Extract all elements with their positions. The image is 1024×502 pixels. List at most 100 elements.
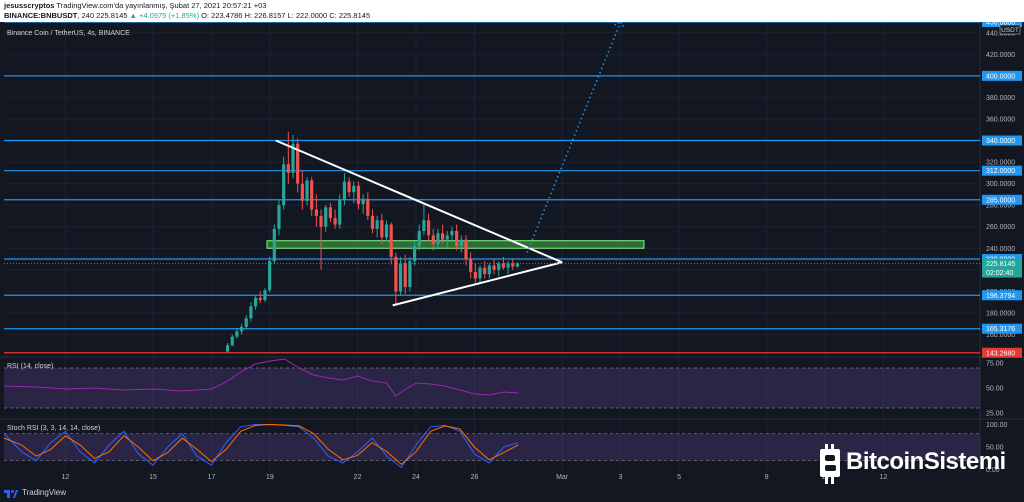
candle [492,265,496,270]
candle [268,261,272,291]
candle [263,290,267,300]
author-name[interactable]: jesusscryptos [4,1,55,10]
candle [459,239,463,247]
candle [398,263,403,292]
rsi-band-fill [4,368,980,408]
candle [296,143,300,184]
stoch-rsi-y-tick-label: 100.00 [986,422,1008,429]
x-tick-label: 12 [880,474,888,481]
candle [342,181,347,200]
candle [436,233,440,244]
watermark-text: BitcoinSistemi [846,448,1006,475]
y-tick-label: 240.0000 [986,246,1015,253]
rsi-pane-title: RSI (14, close) [7,363,54,370]
stoch-rsi-y-tick-label: 50.00 [986,445,1004,452]
x-tick-label: 22 [354,474,362,481]
level-price-text: 400.0000 [986,73,1015,80]
x-tick-label: 12 [61,474,69,481]
level-price-label [982,347,1022,358]
candle [300,183,304,201]
candle [487,265,491,275]
candle [394,256,398,292]
rsi-series-line [3,358,519,397]
candle [328,207,333,219]
level-price-label [982,70,1022,81]
x-tick-label: 15 [149,474,157,481]
level-price-label [982,22,1022,27]
tradingview-logo-icon [4,490,18,498]
ohlc-close: C: 225.8145 [329,11,371,20]
candle [384,224,389,238]
candle [333,218,337,225]
candle [235,331,239,337]
price-change: ▲ +4.0975 (+1.85%) [129,11,200,20]
ohlc-low: L: 222.0000 [287,11,328,20]
x-tick-label: 3 [619,474,623,481]
level-price-text: 285.0000 [986,197,1015,204]
last-price-text: 225.8145 [986,261,1015,268]
candle [450,231,454,236]
candle [282,164,286,206]
candle [286,164,290,173]
candle [426,220,431,236]
candle [352,185,356,193]
level-price-label [982,290,1022,301]
tradingview-brand[interactable]: TradingView [22,488,67,497]
rsi-y-tick-label: 50.00 [986,386,1004,393]
candle [464,239,468,260]
x-tick-label: 19 [266,474,274,481]
candle [324,207,328,227]
candle [347,181,351,193]
candle [272,228,276,262]
candle [445,235,449,240]
candle [305,180,309,201]
stoch-rsi-band-fill [4,433,980,461]
x-tick-label: 8 [765,474,769,481]
projection-line [526,22,622,253]
candle [431,235,435,244]
y-tick-label: 260.0000 [986,224,1015,231]
candle [473,271,477,279]
candle [408,261,412,288]
x-tick-label: Mar [556,474,569,481]
candle [225,345,230,352]
candle [455,231,459,247]
x-tick-label: 24 [412,474,420,481]
candle [417,231,421,247]
x-tick-label: 26 [471,474,479,481]
candle [469,259,473,272]
candle [497,263,501,270]
candle [249,306,253,319]
candle [291,143,295,173]
candle [422,220,426,232]
candle [366,198,370,216]
candle [506,263,510,268]
chart-canvas[interactable]: 12151719222426Mar3581012160.0000180.0000… [0,22,1024,486]
projection-arrow [614,22,626,29]
bitcoin-logo-icon [820,444,840,484]
candle [253,297,258,307]
symbol-name: BINANCE:BNBUSDT [4,11,78,20]
triangle-trendline [392,261,563,307]
bottom-bar [0,486,1024,502]
level-price-text: 143.2680 [986,350,1015,357]
rsi-y-tick-label: 25.00 [986,411,1004,418]
candle [403,263,407,288]
candle [338,199,342,225]
candle [310,180,314,210]
level-price-label [982,135,1022,146]
ohlc-high: H: 226.8157 [244,11,286,20]
currency-label: USDT [1001,27,1019,34]
x-tick-label: 5 [677,474,681,481]
level-price-text: 450.0000 [986,22,1015,27]
last-price-header: 225.8145 [96,11,128,20]
candle [389,224,393,257]
candle [277,205,281,229]
candle [361,198,365,205]
level-price-label [982,323,1022,334]
candle [511,263,515,267]
y-tick-label: 420.0000 [986,52,1015,59]
candle [375,220,379,229]
level-price-text: 312.0000 [986,168,1015,175]
ohlc-open: O: 223.4786 [201,11,243,20]
